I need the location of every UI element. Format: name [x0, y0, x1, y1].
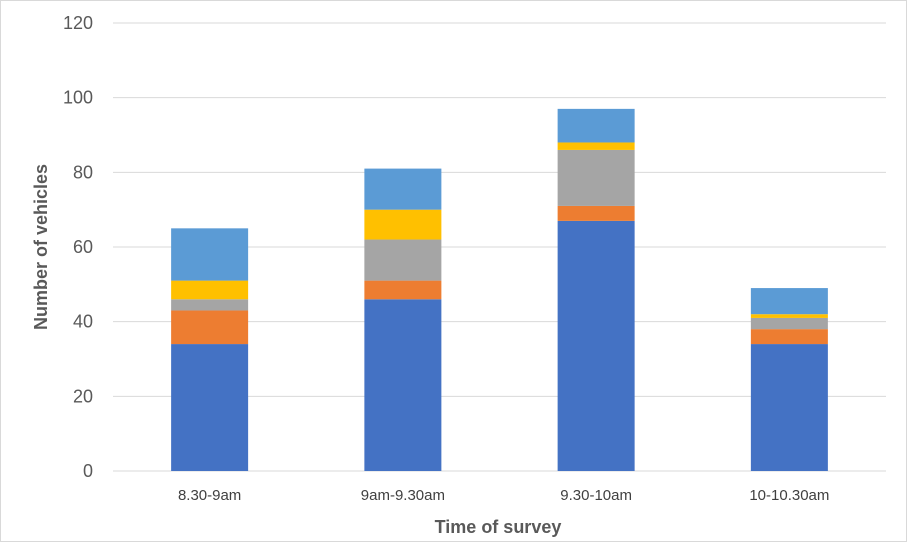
bar-segment	[364, 299, 442, 471]
x-tick-label: 8.30-9am	[178, 487, 241, 504]
bar-segment	[750, 314, 828, 318]
y-axis-ticks: 0 20 40 60 80 100 120	[63, 13, 93, 481]
bars	[171, 108, 828, 471]
x-tick-label: 9.30-10am	[560, 487, 632, 504]
bar-segment	[171, 280, 249, 300]
y-axis-title: Number of vehicles	[31, 164, 51, 330]
bar-segment	[750, 288, 828, 315]
x-tick-label: 9am-9.30am	[361, 487, 445, 504]
y-tick-label: 40	[73, 312, 93, 332]
y-tick-label: 20	[73, 386, 93, 406]
bar-segment	[364, 280, 442, 300]
bar-segment	[171, 310, 249, 345]
bar-segment	[171, 299, 249, 311]
x-axis-title: Time of survey	[435, 517, 562, 537]
bar-segment	[171, 344, 249, 471]
y-tick-label: 80	[73, 162, 93, 182]
bar-segment	[557, 149, 635, 206]
bar-segment	[557, 205, 635, 221]
y-tick-label: 100	[63, 88, 93, 108]
y-tick-label: 60	[73, 237, 93, 257]
bar-segment	[364, 209, 442, 240]
bar-segment	[750, 344, 828, 471]
bar-segment	[750, 317, 828, 330]
bar-segment	[364, 168, 442, 210]
bar-segment	[364, 239, 442, 281]
bar-segment	[557, 220, 635, 471]
bar-segment	[171, 228, 249, 281]
bar-segment	[750, 329, 828, 345]
y-tick-label: 0	[83, 461, 93, 481]
y-tick-label: 120	[63, 13, 93, 33]
bar-segment	[557, 142, 635, 150]
bar-segment	[557, 108, 635, 143]
x-axis-ticks: 8.30-9am 9am-9.30am 9.30-10am 10-10.30am	[178, 487, 829, 504]
x-tick-label: 10-10.30am	[749, 487, 829, 504]
